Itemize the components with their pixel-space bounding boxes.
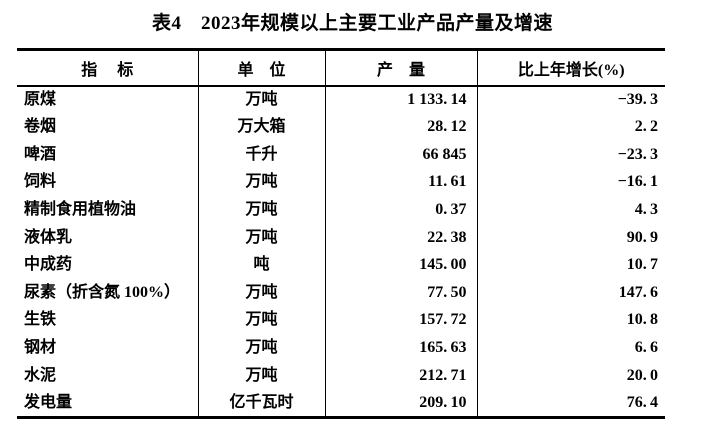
cell-growth: −39. 3 bbox=[617, 90, 658, 108]
cell-output: 212. 71 bbox=[325, 361, 478, 390]
cell-growth: −16. 1 bbox=[617, 173, 658, 191]
cell-indicator: 钢材 bbox=[17, 334, 199, 362]
cell-output: 1 133. 14 bbox=[325, 85, 478, 114]
cell-unit: 千升 bbox=[198, 140, 326, 169]
table-row: 尿素（折含氮 100%） 万吨 77. 50 147. 6 bbox=[17, 278, 665, 307]
cell-unit: 吨 bbox=[198, 251, 326, 279]
cell-output: 165. 63 bbox=[325, 334, 478, 362]
table-row: 液体乳 万吨 22. 38 90. 9 bbox=[17, 223, 665, 252]
cell-unit: 万吨 bbox=[198, 278, 326, 307]
table-row: 水泥 万吨 212. 71 20. 0 bbox=[17, 361, 665, 390]
header-unit: 单 位 bbox=[198, 49, 326, 87]
cell-indicator: 精制食用植物油 bbox=[17, 196, 199, 224]
header-growth: 比上年增长(%) bbox=[477, 49, 665, 87]
cell-output: 209. 10 bbox=[325, 389, 478, 418]
cell-growth: 90. 9 bbox=[626, 228, 658, 246]
cell-unit: 万吨 bbox=[198, 306, 326, 335]
cell-unit: 万吨 bbox=[198, 361, 326, 390]
cell-indicator: 液体乳 bbox=[17, 223, 199, 252]
cell-growth: 147. 6 bbox=[618, 283, 658, 301]
cell-indicator: 中成药 bbox=[17, 251, 199, 279]
header-indicator: 指 标 bbox=[17, 49, 199, 87]
cell-growth: 6. 6 bbox=[634, 339, 658, 357]
cell-indicator: 原煤 bbox=[17, 85, 199, 114]
cell-growth: 10. 7 bbox=[626, 256, 658, 274]
cell-unit: 万大箱 bbox=[198, 113, 326, 141]
table-title: 表4 2023年规模以上主要工业产品产量及增速 bbox=[151, 13, 553, 34]
cell-growth: −23. 3 bbox=[617, 145, 658, 163]
cell-unit: 万吨 bbox=[198, 334, 326, 362]
table-row: 中成药吨 145. 00 10. 7 bbox=[17, 251, 665, 279]
cell-output: 157. 72 bbox=[325, 306, 478, 335]
cell-indicator: 饲料 bbox=[17, 168, 199, 197]
cell-output: 0. 37 bbox=[325, 196, 478, 224]
cell-indicator: 生铁 bbox=[17, 306, 199, 335]
table-row: 钢材 万吨 165. 63 6. 6 bbox=[17, 334, 665, 362]
table-row: 饲料 万吨 11. 61 −16. 1 bbox=[17, 168, 665, 197]
cell-growth: 2. 2 bbox=[634, 117, 658, 135]
cell-output: 66 845 bbox=[325, 140, 478, 169]
cell-output: 11. 61 bbox=[325, 168, 478, 197]
header-row: 指 标 单 位 产 量 比上年增长(%) bbox=[17, 49, 665, 87]
table-row: 发电量 亿千瓦时 209. 10 76. 4 bbox=[17, 389, 665, 418]
cell-growth: 4. 3 bbox=[634, 200, 658, 218]
table-row: 生铁 万吨 157. 72 10. 8 bbox=[17, 306, 665, 335]
cell-output: 28. 12 bbox=[325, 113, 478, 141]
cell-unit: 万吨 bbox=[198, 223, 326, 252]
table-row: 精制食用植物油 万吨 0. 37 4. 3 bbox=[17, 196, 665, 224]
cell-growth: 10. 8 bbox=[626, 311, 658, 329]
cell-indicator: 啤酒 bbox=[17, 140, 199, 169]
table-row: 原煤 万吨 1 133. 14 −39. 3 bbox=[17, 85, 665, 114]
cell-output: 77. 50 bbox=[325, 278, 478, 307]
cell-unit: 亿千瓦时 bbox=[198, 389, 326, 418]
cell-output: 145. 00 bbox=[325, 251, 478, 279]
table-row: 卷烟 万大箱 28. 12 2. 2 bbox=[17, 113, 665, 141]
cell-growth: 76. 4 bbox=[626, 393, 658, 411]
header-output: 产 量 bbox=[325, 49, 478, 87]
cell-indicator: 卷烟 bbox=[17, 113, 199, 141]
cell-unit: 万吨 bbox=[198, 85, 326, 114]
cell-indicator: 水泥 bbox=[17, 361, 199, 390]
table-body: 原煤 万吨 1 133. 14 −39. 3 卷烟 万大箱 28. 12 2. 2 啤酒 千升 66… bbox=[17, 85, 665, 418]
cell-indicator: 尿素（折含氮 100%） bbox=[17, 278, 199, 307]
cell-growth: 20. 0 bbox=[626, 366, 658, 384]
cell-unit: 万吨 bbox=[198, 196, 326, 224]
table-row: 啤酒 千升 66 845 −23. 3 bbox=[17, 140, 665, 169]
industrial-products-table: 指 标 单 位 产 量 比上年增长(%) 原煤 万吨 1 133. 14 −39. 3… bbox=[17, 48, 665, 419]
cell-unit: 万吨 bbox=[198, 168, 326, 197]
cell-output: 22. 38 bbox=[325, 223, 478, 252]
cell-indicator: 发电量 bbox=[17, 389, 199, 418]
